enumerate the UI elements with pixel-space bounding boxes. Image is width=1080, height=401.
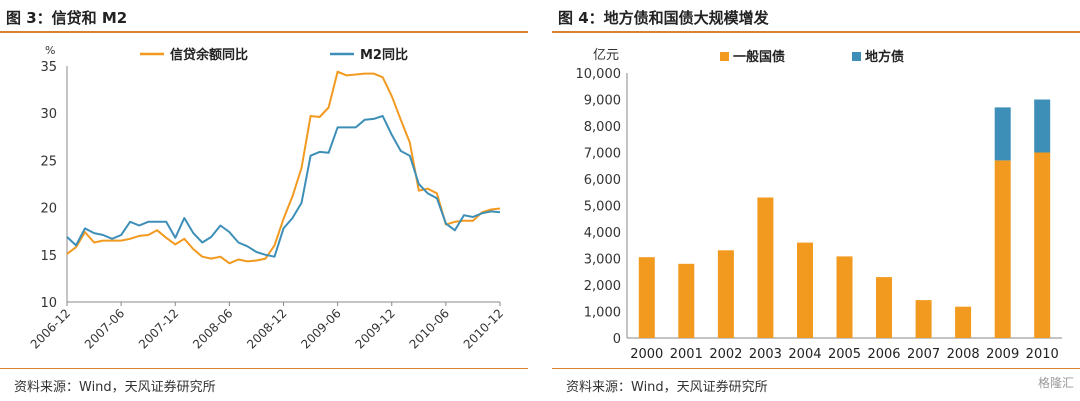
x-tick-label: 2009-06 (298, 306, 343, 351)
bar-general-bond (915, 300, 932, 338)
y-tick-label: 35 (40, 60, 57, 75)
y-tick-label: 5,000 (584, 200, 621, 215)
series-line-m2 (66, 115, 501, 258)
bar-local-bond (1034, 99, 1051, 153)
bar-general-bond (836, 256, 853, 338)
y-tick-label: 7,000 (584, 147, 621, 162)
y-tick-label: 2,000 (584, 279, 621, 294)
y-tick-label: 25 (40, 154, 57, 169)
bar-local-bond (994, 107, 1011, 161)
x-tick-label: 2010-06 (407, 306, 452, 351)
bar-general-bond (797, 242, 813, 338)
legend-label: M2同比 (360, 47, 408, 63)
y-tick-label: 30 (40, 107, 57, 122)
y-axis-unit: % (45, 44, 55, 57)
right-source-note: 资料来源：Wind，天风证券研究所 (566, 380, 768, 395)
x-tick-label: 2010 (1026, 347, 1059, 362)
y-tick-label: 0 (613, 332, 621, 347)
y-tick-label: 10 (40, 296, 57, 311)
x-tick-label: 2005 (828, 347, 861, 362)
right-chart-title: 图 4：地方债和国债大规模增发 (558, 9, 769, 27)
x-tick-label: 2007-06 (82, 306, 127, 351)
y-axis-unit: 亿元 (593, 48, 619, 63)
legend-swatch (720, 52, 729, 61)
x-tick-label: 2006-12 (28, 306, 73, 351)
x-tick-label: 2009-12 (353, 306, 398, 351)
x-tick-label: 2004 (788, 347, 821, 362)
y-tick-label: 15 (40, 249, 57, 264)
x-tick-label: 2010-12 (461, 306, 506, 351)
bar-general-bond (1034, 152, 1051, 338)
watermark: 格隆汇 (1037, 376, 1074, 390)
x-tick-label: 2000 (630, 347, 663, 362)
right-title-rule (552, 31, 1080, 33)
x-tick-label: 2002 (709, 347, 742, 362)
x-tick-label: 2008-12 (244, 306, 289, 351)
bar-general-bond (638, 257, 655, 338)
left-chart-title: 图 3：信贷和 M2 (6, 9, 128, 27)
y-tick-label: 6,000 (584, 173, 621, 188)
y-tick-label: 4,000 (584, 226, 621, 241)
bar-general-bond (678, 263, 695, 338)
x-tick-label: 2001 (670, 347, 703, 362)
y-tick-label: 8,000 (584, 120, 621, 135)
legend-label: 一般国债 (733, 49, 785, 65)
y-tick-label: 9,000 (584, 94, 621, 109)
left-bottom-rule (0, 368, 528, 369)
left-source-note: 资料来源：Wind，天风证券研究所 (14, 380, 216, 395)
y-tick-label: 1,000 (584, 306, 621, 321)
x-tick-label: 2003 (749, 347, 782, 362)
y-tick-label: 20 (40, 202, 57, 217)
x-tick-label: 2007-12 (136, 306, 181, 351)
bond-issuance-panel: 图 4：地方债和国债大规模增发 亿元 0 1,000 2,000 3,000 4,000 5… (552, 0, 1080, 401)
bar-general-bond (717, 250, 734, 338)
y-tick-label: 3,000 (584, 253, 621, 268)
series-line-credit (66, 70, 501, 265)
legend-label: 信贷余额同比 (170, 47, 248, 63)
legend-label: 地方债 (865, 49, 904, 65)
bar-general-bond (955, 306, 972, 338)
x-tick-label: 2007 (907, 347, 940, 362)
y-tick-label: 10,000 (576, 67, 622, 82)
bar-chart: 亿元 0 1,000 2,000 3,000 4,000 5,000 6,000 7,000 8,… (576, 48, 1062, 362)
x-tick-label: 2008 (947, 347, 980, 362)
legend-swatch (852, 52, 861, 61)
x-tick-label: 2009 (986, 347, 1019, 362)
line-chart: % 10 15 20 25 30 35 2006-12 2007-06 2007-12 2008-0… (28, 44, 506, 352)
left-title-rule (0, 31, 528, 33)
x-tick-label: 2006 (867, 347, 900, 362)
credit-m2-panel: 图 3：信贷和 M2 % 10 15 20 25 30 35 2006-12 2007-06 20… (0, 0, 528, 401)
bar-general-bond (876, 277, 892, 338)
bar-general-bond (757, 197, 774, 338)
bar-general-bond (994, 160, 1011, 338)
right-bottom-rule (552, 368, 1080, 369)
x-tick-label: 2008-06 (190, 306, 235, 351)
